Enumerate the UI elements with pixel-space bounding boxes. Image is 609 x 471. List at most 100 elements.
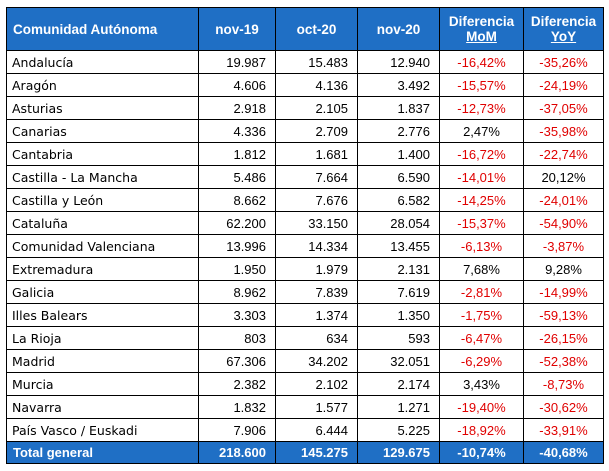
cell-mom: -18,92% [439,418,524,442]
header-nov19: nov-19 [198,7,276,51]
cell-region: Madrid [6,349,199,373]
cell-nov19: 8.962 [198,280,276,304]
table-row: País Vasco / Euskadi 7.906 6.444 5.225 -18,9… [6,418,604,442]
cell-nov19: 1.812 [198,142,276,166]
cell-region: Cantabria [6,142,199,166]
cell-nov20: 28.054 [357,211,440,235]
header-mom-line1: Diferencia [448,14,515,29]
header-mom: Diferencia MoM [439,7,524,51]
table-row: Madrid 67.306 34.202 32.051 -6,29% -52,38% [6,349,604,373]
table-row: Murcia 2.382 2.102 2.174 3,43% -8,73% [6,372,604,396]
cell-nov19: 13.996 [198,234,276,258]
cell-mom: -6,47% [439,326,524,350]
cell-oct20: 634 [275,326,358,350]
cell-oct20: 7.676 [275,188,358,212]
header-nov20: nov-20 [357,7,440,51]
data-table-container: Comunidad Autónoma nov-19 oct-20 nov-20 … [6,7,604,464]
cell-nov20: 5.225 [357,418,440,442]
cell-mom: -16,42% [439,50,524,74]
cell-mom: -14,25% [439,188,524,212]
cell-nov19: 8.662 [198,188,276,212]
cell-yoy: -24,01% [523,188,604,212]
cell-nov19: 19.987 [198,50,276,74]
total-nov19: 218.600 [198,441,276,464]
cell-oct20: 15.483 [275,50,358,74]
cell-nov19: 1.832 [198,395,276,419]
cell-nov19: 62.200 [198,211,276,235]
cell-oct20: 33.150 [275,211,358,235]
header-yoy-line2: YoY [550,29,577,44]
cell-mom: -16,72% [439,142,524,166]
cell-yoy: 9,28% [523,257,604,281]
table-row: Canarias 4.336 2.709 2.776 2,47% -35,98% [6,119,604,143]
cell-oct20: 7.839 [275,280,358,304]
cell-nov20: 2.776 [357,119,440,143]
cell-nov20: 1.837 [357,96,440,120]
cell-mom: -19,40% [439,395,524,419]
cell-nov20: 12.940 [357,50,440,74]
cell-region: Castilla - La Mancha [6,165,199,189]
total-oct20: 145.275 [275,441,358,464]
table-row: Andalucía 19.987 15.483 12.940 -16,42% -35,26… [6,50,604,74]
cell-nov19: 3.303 [198,303,276,327]
table-row: Castilla y León 8.662 7.676 6.582 -14,25% -24… [6,188,604,212]
cell-region: Asturias [6,96,199,120]
table-row: Castilla - La Mancha 5.486 7.664 6.590 -14,0… [6,165,604,189]
cell-mom: 7,68% [439,257,524,281]
cell-nov20: 32.051 [357,349,440,373]
cell-nov20: 1.271 [357,395,440,419]
header-yoy: Diferencia YoY [523,7,604,51]
header-yoy-line1: Diferencia [530,14,597,29]
table-row: Extremadura 1.950 1.979 2.131 7,68% 9,28% [6,257,604,281]
cell-mom: 3,43% [439,372,524,396]
cell-oct20: 1.979 [275,257,358,281]
cell-nov20: 6.590 [357,165,440,189]
table-body: Andalucía 19.987 15.483 12.940 -16,42% -35,26… [6,50,604,442]
cell-mom: -6,29% [439,349,524,373]
cell-yoy: -59,13% [523,303,604,327]
cell-nov20: 3.492 [357,73,440,97]
header-mom-line2: MoM [466,29,497,44]
cell-yoy: 20,12% [523,165,604,189]
cell-yoy: -30,62% [523,395,604,419]
cell-region: Cataluña [6,211,199,235]
total-yoy: -40,68% [523,441,604,464]
cell-yoy: -8,73% [523,372,604,396]
cell-region: Galicia [6,280,199,304]
cell-oct20: 2.102 [275,372,358,396]
cell-yoy: -24,19% [523,73,604,97]
cell-yoy: -52,38% [523,349,604,373]
cell-nov20: 1.400 [357,142,440,166]
cell-mom: 2,47% [439,119,524,143]
table-row: Navarra 1.832 1.577 1.271 -19,40% -30,62% [6,395,604,419]
table-row: Asturias 2.918 2.105 1.837 -12,73% -37,05% [6,96,604,120]
table-row: Cantabria 1.812 1.681 1.400 -16,72% -22,74% [6,142,604,166]
cell-yoy: -37,05% [523,96,604,120]
cell-yoy: -26,15% [523,326,604,350]
cell-nov19: 67.306 [198,349,276,373]
cell-oct20: 1.681 [275,142,358,166]
cell-nov19: 2.918 [198,96,276,120]
total-nov20: 129.675 [357,441,440,464]
cell-oct20: 4.136 [275,73,358,97]
cell-mom: -15,37% [439,211,524,235]
cell-oct20: 7.664 [275,165,358,189]
cell-region: Comunidad Valenciana [6,234,199,258]
cell-nov19: 7.906 [198,418,276,442]
cell-yoy: -3,87% [523,234,604,258]
cell-nov19: 2.382 [198,372,276,396]
cell-oct20: 14.334 [275,234,358,258]
cell-oct20: 1.577 [275,395,358,419]
cell-nov19: 4.336 [198,119,276,143]
cell-oct20: 2.709 [275,119,358,143]
cell-nov19: 4.606 [198,73,276,97]
table-row: Aragón 4.606 4.136 3.492 -15,57% -24,19% [6,73,604,97]
cell-nov20: 1.350 [357,303,440,327]
header-row: Comunidad Autónoma nov-19 oct-20 nov-20 … [6,7,604,51]
cell-region: Castilla y León [6,188,199,212]
total-mom: -10,74% [439,441,524,464]
cell-region: La Rioja [6,326,199,350]
total-row: Total general 218.600 145.275 129.675 -1… [6,441,604,464]
cell-region: Extremadura [6,257,199,281]
cell-mom: -6,13% [439,234,524,258]
